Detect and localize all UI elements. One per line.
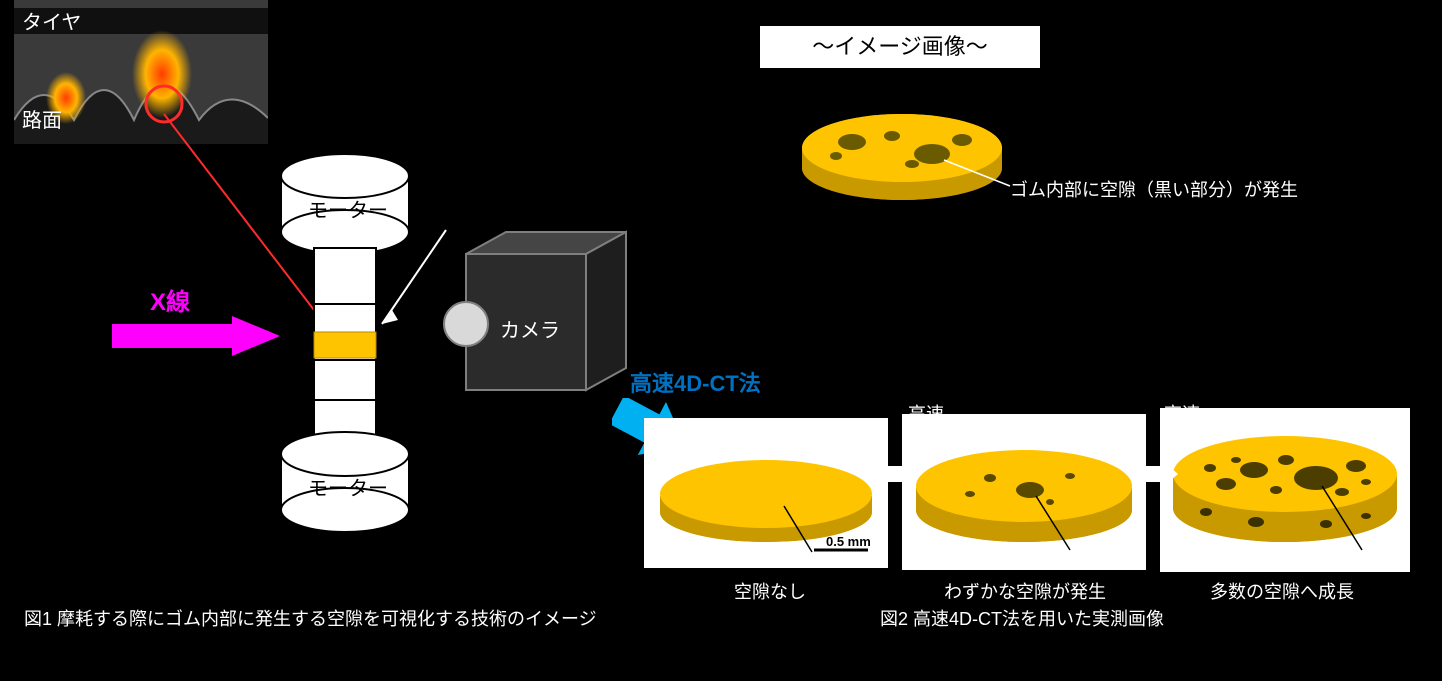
stretch-label-1: 高速 伸張 xyxy=(902,400,950,452)
scalebar-label: 0.5 mm xyxy=(826,534,871,549)
figure2-caption: 図2 高速4D-CT法を用いた実測画像 xyxy=(880,605,1164,631)
void-caption-2: わずかな空隙が発生 xyxy=(944,578,1106,604)
image-note: ゴム内部に空隙（黒い部分）が発生 xyxy=(1010,176,1298,202)
ct-method-label: 高速4D-CT法 xyxy=(630,366,761,398)
stretch-label-2: 高速 伸張 xyxy=(1158,400,1206,452)
stretch-arrow-2-icon xyxy=(1142,460,1178,488)
void-caption-3: 多数の空隙へ成長 xyxy=(1210,578,1354,604)
stretch-arrow-1-icon xyxy=(886,460,922,488)
void-caption-1: 空隙なし xyxy=(734,578,806,604)
